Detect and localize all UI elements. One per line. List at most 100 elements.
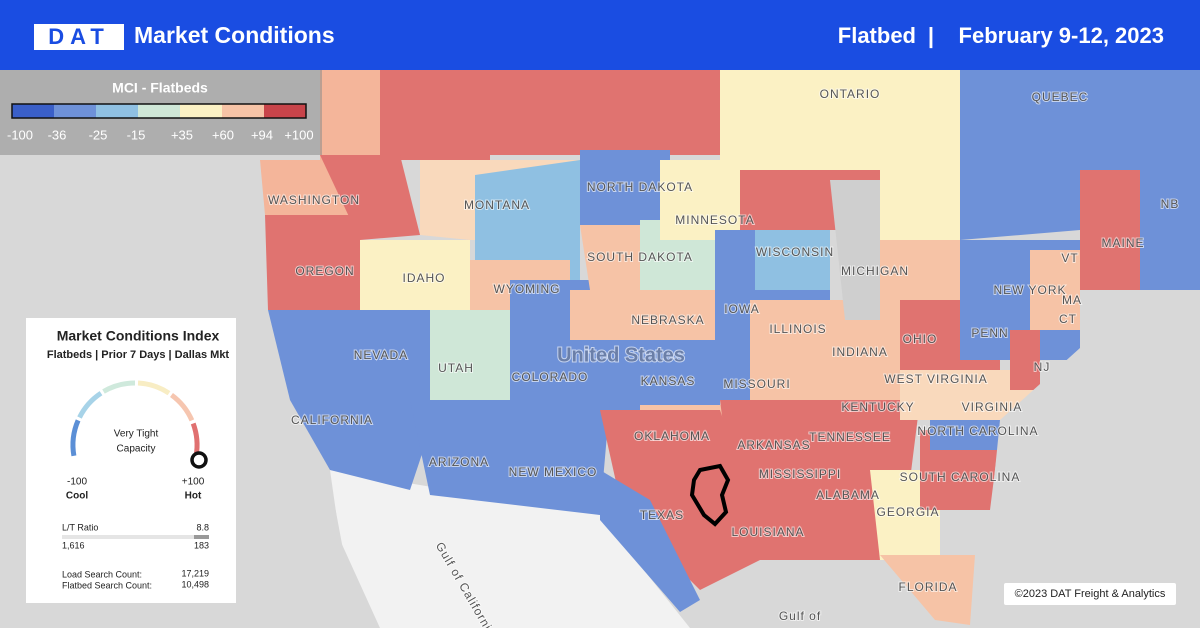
map-label: TEXAS — [640, 508, 684, 522]
map-label: IDAHO — [402, 271, 445, 285]
region — [265, 215, 360, 310]
gauge-marker — [190, 451, 208, 469]
map-label: WEST VIRGINIA — [884, 372, 987, 386]
legend: MCI - Flatbeds -100 -36 -25 -15 +35 +60 … — [0, 70, 322, 155]
legend-swatch — [12, 104, 54, 118]
map-label: KANSAS — [641, 374, 696, 388]
map-label: NEW YORK — [993, 283, 1066, 297]
region — [1010, 330, 1040, 390]
region — [1080, 170, 1150, 290]
card-title: Market Conditions Index — [57, 328, 220, 344]
map-label: NORTH DAKOTA — [587, 180, 693, 194]
map-label: ALABAMA — [816, 488, 880, 502]
dallas-market — [689, 463, 731, 527]
legend-labels: -100 -36 -25 -15 +35 +60 +94 +100 — [7, 127, 314, 142]
status: Very Tight — [114, 429, 159, 440]
map-label: ARKANSAS — [737, 438, 810, 452]
legend-label: -36 — [48, 127, 67, 142]
map-label: MAINE — [1101, 236, 1144, 250]
map-label: GEORGIA — [876, 505, 939, 519]
header: DAT Market Conditions Flatbed | February… — [0, 0, 1200, 70]
gauge-segment — [137, 380, 171, 396]
max-label: Hot — [185, 491, 202, 502]
region — [320, 155, 420, 240]
map-label: ILLINOIS — [769, 322, 826, 336]
map-label: WYOMING — [494, 282, 561, 296]
map-label: NB — [1161, 197, 1180, 211]
map-label: ONTARIO — [820, 87, 881, 101]
map-label: MINNESOTA — [675, 213, 754, 227]
map-label: NORTH CAROLINA — [917, 424, 1038, 438]
equipment: Flatbed — [838, 23, 916, 48]
map-label: NEBRASKA — [631, 313, 704, 327]
separator: | — [928, 23, 934, 48]
region — [720, 400, 920, 560]
lt-bar-track — [62, 535, 209, 539]
map-label: FLORIDA — [898, 580, 957, 594]
map-label: Gulf of — [779, 609, 821, 623]
lake — [830, 180, 880, 320]
ocean — [980, 300, 1200, 628]
map-label: United States — [557, 344, 685, 366]
region — [755, 225, 830, 290]
legend-swatch — [264, 104, 306, 118]
map-label: NEVADA — [354, 348, 408, 362]
region — [320, 70, 380, 160]
map-label: LOUISIANA — [731, 525, 804, 539]
mexico — [330, 470, 690, 628]
index-card: Market Conditions Index Flatbeds | Prior… — [26, 318, 236, 603]
status: Capacity — [117, 444, 156, 455]
load-search: 17,219 — [181, 568, 209, 578]
header-bar — [0, 0, 1200, 70]
min-label: Cool — [66, 491, 88, 502]
min-value: -100 — [67, 477, 87, 488]
flatbed-search: 10,498 — [181, 579, 209, 589]
map-label: SOUTH CAROLINA — [900, 470, 1021, 484]
legend-swatch — [96, 104, 138, 118]
region — [600, 470, 700, 612]
map-label: MISSOURI — [723, 377, 790, 391]
date: February 9-12, 2023 — [959, 23, 1164, 48]
load-search-label: Load Search Count: — [62, 569, 142, 579]
map-label: MISSISSIPPI — [759, 467, 841, 481]
legend-swatch — [222, 104, 264, 118]
region — [720, 70, 960, 240]
region — [900, 370, 1040, 420]
map-label: WASHINGTON — [268, 193, 360, 207]
region — [380, 70, 490, 160]
map-label: OKLAHOMA — [634, 429, 710, 443]
map-label: NJ — [1034, 360, 1051, 374]
trucks: 183 — [194, 540, 209, 550]
legend-label: +60 — [212, 127, 234, 142]
region — [410, 400, 610, 515]
map-label: WISCONSIN — [756, 245, 834, 259]
gauge-segment — [70, 419, 81, 457]
lt-label: L/T Ratio — [62, 522, 98, 532]
map-label: TENNESSEE — [809, 430, 891, 444]
logo-box — [34, 24, 124, 50]
map-label: OHIO — [903, 332, 938, 346]
map-label: NEW MEXICO — [509, 465, 598, 479]
region — [960, 70, 1200, 240]
map-label: UTAH — [438, 361, 474, 375]
map-label: VIRGINIA — [962, 400, 1023, 414]
legend-label: +100 — [284, 127, 313, 142]
map-label: SOUTH DAKOTA — [587, 250, 693, 264]
gauge-segment — [77, 391, 103, 419]
map-label: MONTANA — [464, 198, 530, 212]
legend-border — [11, 103, 307, 119]
map-label: COLORADO — [512, 370, 589, 384]
map-label: MA — [1062, 293, 1082, 307]
map-label: PENN — [971, 326, 1008, 340]
region — [880, 555, 975, 625]
map-label: IOWA — [724, 302, 760, 316]
region — [360, 240, 470, 310]
loads: 1,616 — [62, 540, 85, 550]
legend-swatch — [180, 104, 222, 118]
legend-label: +94 — [251, 127, 273, 142]
legend-label: -15 — [127, 127, 146, 142]
region — [430, 310, 510, 400]
map-label: ARIZONA — [429, 455, 489, 469]
region — [268, 310, 430, 490]
region — [490, 70, 720, 155]
